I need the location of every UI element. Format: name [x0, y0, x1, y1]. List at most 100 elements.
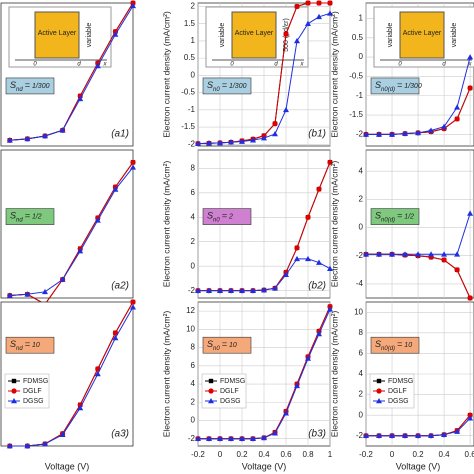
y-axis-label: Electron current density (mA/cm²) [161, 311, 171, 438]
marker [217, 139, 223, 146]
marker [467, 412, 473, 418]
x-tick-label: 0.6 [280, 450, 292, 459]
x-tick-label: 0.4 [258, 450, 270, 459]
annotation: Sn0 = 10 [207, 340, 237, 352]
y-tick-label: 8 [191, 343, 196, 352]
y-tick-label: -1.5 [181, 122, 195, 131]
y-tick-label: 0 [191, 70, 196, 79]
y-tick-label: 0 [359, 52, 364, 61]
y-tick-label: 2 [191, 397, 196, 406]
annotation-subscript: n0(d) [381, 217, 395, 223]
marker [402, 130, 409, 136]
inset-axis-label: d [274, 62, 278, 68]
marker [389, 131, 396, 137]
annotation-subscript: nd [16, 346, 23, 352]
inset-center: Active Layer [235, 30, 274, 37]
y-tick-label: 1 [359, 14, 364, 23]
marker [11, 388, 17, 394]
inset-axis-label: d [77, 62, 81, 68]
marker [454, 116, 460, 122]
marker [261, 135, 267, 141]
marker [112, 186, 119, 192]
annotation-subscript: n0 [213, 87, 220, 93]
x-tick-label: 0.2 [412, 450, 424, 459]
marker [467, 85, 473, 91]
marker [376, 398, 382, 404]
marker [42, 440, 48, 447]
x-tick-label: 0.6 [465, 450, 474, 459]
y-tick-label: -2 [356, 130, 364, 139]
annotation-relation: = [222, 80, 227, 90]
marker [24, 291, 31, 297]
marker [363, 432, 369, 439]
panel-label: (b1) [308, 129, 326, 140]
marker [250, 137, 256, 143]
y-tick-label: -1.5 [349, 110, 363, 119]
x-tick-label: 0 [390, 450, 395, 459]
annotation-box [202, 208, 252, 225]
marker [42, 288, 48, 295]
y-axis-label: Electron current density (mA/cm²) [329, 161, 339, 288]
marker [389, 432, 396, 439]
inset-left: variable [219, 23, 226, 48]
y-tick-label: -2 [356, 431, 364, 440]
annotation: Snd = 1/300 [10, 80, 50, 92]
annotation: Sn0(d) = 1/2 [375, 211, 414, 223]
marker [239, 138, 245, 144]
active-layer [399, 11, 445, 59]
marker [454, 251, 461, 257]
marker [305, 0, 311, 6]
legend-label: DGLF [23, 388, 42, 395]
annotation: Sn0(d) = 10 [375, 340, 412, 352]
marker [415, 251, 422, 257]
annotation-value: 10 [229, 342, 237, 349]
annotation-value: 1/300 [404, 83, 422, 90]
y-tick-label: -0.5 [181, 88, 195, 97]
y-tick-label: 4 [191, 379, 196, 388]
marker [305, 355, 311, 361]
active-layer [231, 11, 277, 59]
marker [327, 0, 333, 6]
marker [208, 378, 214, 384]
inset-right: variable [86, 23, 93, 48]
y-tick-label: -4 [356, 279, 364, 288]
marker [428, 251, 435, 257]
marker [294, 245, 300, 251]
y-tick-label: 10 [186, 324, 195, 333]
marker [77, 95, 84, 102]
annotation-relation: = [397, 211, 402, 221]
marker [402, 251, 409, 257]
marker [11, 378, 17, 384]
legend-label: FDMSG [388, 378, 413, 385]
y-tick-label: -1 [188, 105, 196, 114]
y-tick-label: 12 [186, 306, 195, 315]
inset-axis-label: x [300, 62, 305, 68]
marker [228, 139, 234, 145]
marker [441, 251, 448, 257]
marker [94, 217, 101, 223]
marker [467, 415, 474, 421]
annotation-relation: = [222, 211, 227, 221]
annotation-box [202, 77, 252, 95]
marker [441, 123, 448, 129]
x-tick-label: 0.4 [439, 450, 451, 459]
annotation-symbol: S [375, 340, 381, 350]
x-tick-label: 0.8 [302, 450, 314, 459]
marker [94, 62, 101, 69]
marker [441, 431, 448, 437]
y-tick-label: 0 [191, 416, 196, 425]
marker [217, 435, 223, 442]
x-tick-label: -0.2 [359, 450, 373, 459]
marker [195, 140, 201, 146]
inset-axis-label: x [468, 62, 473, 68]
marker [208, 388, 214, 394]
annotation-relation: = [222, 340, 227, 350]
marker [272, 430, 278, 436]
marker [228, 435, 234, 442]
marker [272, 130, 278, 137]
annotation: Snd = 1/2 [10, 211, 42, 223]
marker [77, 404, 84, 411]
marker [327, 10, 333, 16]
y-tick-label: 6 [359, 349, 364, 358]
marker [467, 54, 474, 60]
